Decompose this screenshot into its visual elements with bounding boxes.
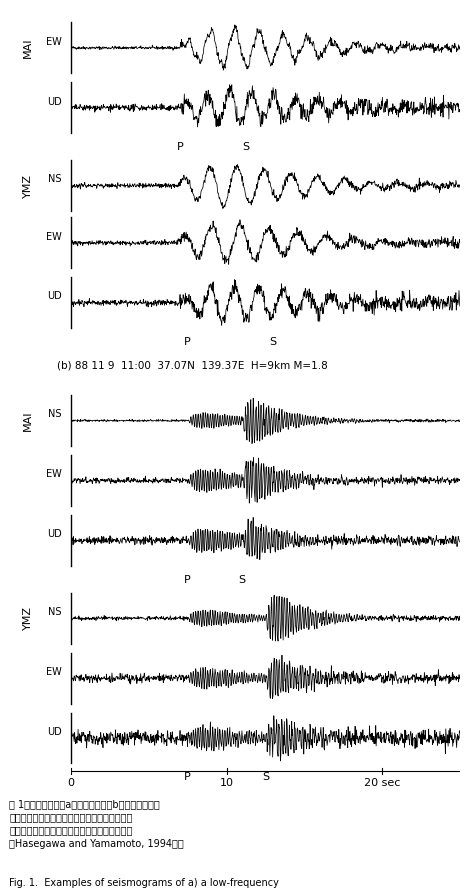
Text: UD: UD — [46, 291, 61, 301]
Text: P: P — [184, 772, 191, 782]
Text: 20 sec: 20 sec — [364, 778, 400, 788]
Text: S: S — [262, 772, 269, 782]
Text: S: S — [270, 337, 277, 347]
Text: NS: NS — [48, 174, 61, 184]
Text: EW: EW — [46, 37, 61, 46]
Text: 0: 0 — [68, 778, 74, 788]
Text: P: P — [184, 337, 191, 347]
Text: P: P — [176, 142, 183, 152]
Text: S: S — [242, 142, 250, 152]
Text: S: S — [238, 575, 246, 585]
Text: YMZ: YMZ — [23, 173, 33, 198]
Text: NS: NS — [48, 607, 61, 617]
Text: UD: UD — [46, 529, 61, 539]
Text: 10: 10 — [219, 778, 234, 788]
Text: NS: NS — [48, 409, 61, 419]
Text: UD: UD — [46, 727, 61, 737]
Text: EW: EW — [46, 232, 61, 241]
Text: MAI: MAI — [23, 410, 33, 431]
Text: MAI: MAI — [23, 38, 33, 58]
Text: EW: EW — [46, 469, 61, 479]
Text: 図 1　地震波形例．a）低周波地震，b）通常地震．響
梯山直下の地震の３成分波形を示す．発生時，
震源位置，マグニチュードを波形の上部に示す
（Hasegawa: 図 1 地震波形例．a）低周波地震，b）通常地震．響 梯山直下の地震の３成分波形… — [9, 799, 184, 848]
Text: P: P — [184, 575, 191, 585]
Text: UD: UD — [46, 97, 61, 106]
Text: (b) 88 11 9  11:00  37.07N  139.37E  H=9km M=1.8: (b) 88 11 9 11:00 37.07N 139.37E H=9km M… — [57, 360, 328, 371]
Text: EW: EW — [46, 667, 61, 677]
Text: Fig. 1.  Examples of seismograms of a) a low-frequency: Fig. 1. Examples of seismograms of a) a … — [9, 878, 279, 888]
Text: YMZ: YMZ — [23, 606, 33, 630]
